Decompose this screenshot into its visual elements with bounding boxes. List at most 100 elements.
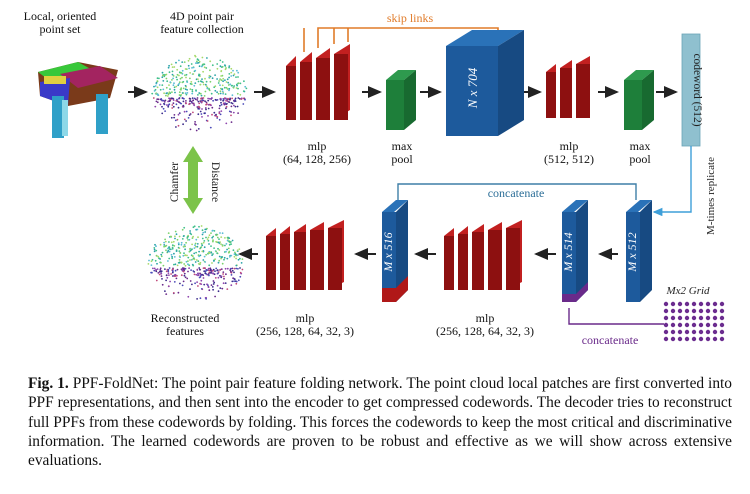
ppf-point (179, 77, 182, 80)
ppf-point (197, 61, 200, 64)
ppf-point (221, 232, 224, 235)
ppf-point (211, 286, 214, 288)
ppf-point (191, 237, 194, 240)
ppf-point (156, 98, 159, 101)
ppf-point (197, 94, 199, 96)
ppf-point (193, 104, 196, 107)
ppf-point (225, 107, 227, 110)
ppf-point (219, 90, 222, 93)
ppf-point (229, 269, 232, 272)
ppf-point (172, 275, 174, 277)
ppf-point (152, 267, 154, 270)
ppf-point (230, 274, 233, 276)
ppf-point (196, 106, 199, 108)
ppf-point (181, 228, 184, 231)
ppf-point (196, 281, 199, 283)
ppf-point (237, 258, 240, 261)
ppf-point (189, 232, 192, 235)
ppf-point (219, 98, 222, 100)
ppf-point (228, 98, 231, 101)
ppf-point (198, 267, 201, 269)
ppf-point (197, 100, 200, 103)
ppf-point (160, 272, 163, 275)
ppf-point (228, 243, 231, 246)
ppf-point (191, 88, 194, 91)
ppf-point (176, 98, 178, 101)
grid-dot (663, 315, 669, 321)
ppf-point (207, 239, 210, 242)
ppf-point (235, 87, 238, 89)
input-point-set-image (38, 62, 118, 138)
ppf-point (197, 127, 200, 130)
ppf-point (173, 86, 176, 89)
ppf-point (219, 59, 222, 62)
ppf-point (214, 74, 217, 76)
ppf-point (208, 234, 211, 237)
mlp2-label: mlp (512, 512) (544, 139, 594, 166)
ppf-point (230, 270, 232, 273)
ppf-point (231, 239, 234, 242)
ppf-point (227, 84, 230, 86)
ppf-point (197, 274, 199, 277)
ppf-point (216, 67, 219, 70)
ppf-point (220, 243, 223, 246)
ppf-point (190, 63, 193, 65)
ppf-point (215, 113, 217, 116)
ppf-point (180, 261, 183, 264)
ppf-point (205, 253, 208, 256)
ppf-point (233, 278, 236, 281)
ppf-point (167, 66, 170, 69)
ppf-point (244, 98, 246, 101)
ppf-point (156, 101, 159, 104)
ppf-point (193, 273, 196, 276)
ppf-point (167, 104, 170, 107)
ppf-point (219, 241, 222, 244)
ppf-point (168, 64, 171, 67)
ppf-point (170, 273, 173, 275)
ppf-point (237, 112, 240, 114)
ppf-point (209, 267, 212, 270)
ppf-point (178, 59, 180, 62)
ppf-point (165, 86, 168, 89)
ppf-point (186, 237, 189, 239)
ppf-point (188, 67, 191, 70)
ppf-point (194, 282, 197, 285)
ppf-point (172, 102, 175, 105)
ppf-point (186, 89, 189, 91)
ppf-point (233, 99, 235, 102)
ppf-point (217, 261, 220, 264)
ppf-point (201, 250, 204, 253)
ppf-point (239, 267, 241, 269)
ppf-point (178, 259, 181, 261)
ppf-point (182, 280, 185, 283)
grid-dots (663, 301, 725, 342)
ppf-point (176, 73, 179, 76)
ppf-point (161, 99, 163, 101)
ppf-point (208, 74, 211, 77)
ppf-point (157, 272, 160, 274)
ppf-point (186, 81, 189, 83)
ppf-point (216, 284, 219, 287)
ppf-point (232, 86, 235, 89)
ppf-point (168, 274, 170, 276)
ppf-point (184, 84, 187, 87)
ppf-point (187, 295, 190, 298)
ppf-point (212, 239, 214, 242)
ppf-point (171, 244, 174, 247)
ppf-point (205, 236, 207, 239)
ppf-point (205, 80, 208, 83)
ppf-point (168, 241, 170, 243)
ppf-point (162, 88, 165, 91)
ppf-point (202, 277, 205, 279)
grid-dot (670, 329, 676, 335)
ppf-point (202, 267, 205, 269)
ppf-point (175, 85, 178, 88)
ppf-point (155, 270, 158, 273)
grid-dot (719, 308, 725, 314)
ppf-point (231, 94, 234, 97)
ppf-point (163, 101, 166, 103)
ppf-point (168, 71, 171, 74)
ppf-point (156, 262, 158, 265)
ppf-point (212, 240, 214, 243)
ppf-point (189, 280, 192, 282)
